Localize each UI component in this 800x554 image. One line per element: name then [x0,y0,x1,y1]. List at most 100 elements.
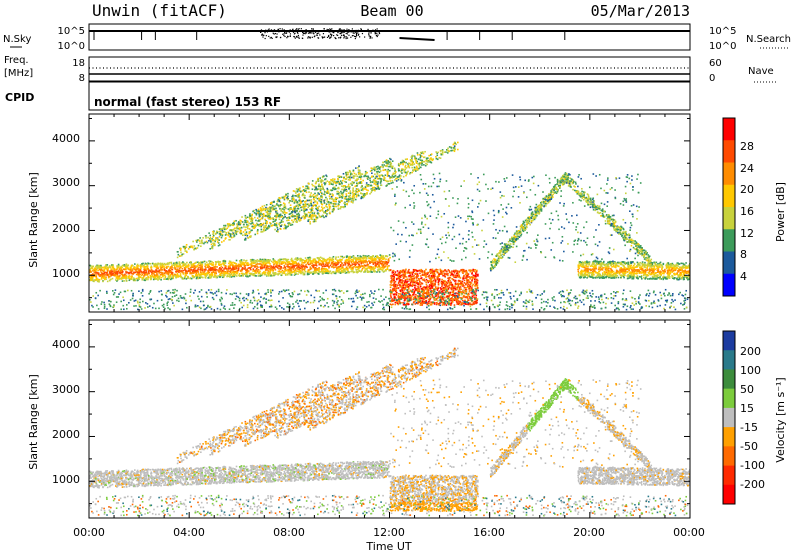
power-echo [89,279,91,281]
power-echo [607,262,610,265]
power-echo [453,271,456,274]
power-echo [214,263,217,266]
power-echo [389,289,392,291]
power-echo [107,275,110,278]
power-echo [334,266,336,268]
power-echo [360,257,362,259]
noise-point [310,32,312,34]
power-echo [96,271,98,274]
noise-point [370,35,372,38]
power-echo [290,267,293,270]
power-echo [291,265,294,268]
power-echo [133,271,135,274]
power-echo [381,261,384,263]
power-echo [417,274,420,277]
power-echo [318,260,320,262]
power-echo [184,265,187,268]
power-echo [303,269,306,272]
noise-point [303,32,306,34]
noise-point [304,33,306,35]
power-echo [207,272,210,275]
power-echo [417,285,419,288]
power-echo [584,271,587,273]
power-echo [421,278,424,281]
power-echo [597,262,600,264]
power-echo [463,269,465,272]
power-echo [175,270,177,273]
power-echo [257,268,260,271]
noise-point [289,29,291,31]
power-echo [641,267,643,270]
power-echo [450,273,453,276]
power-echo [219,272,222,275]
power-echo [663,276,665,279]
power-echo [609,275,612,277]
power-echo [366,269,369,272]
power-echo [328,272,330,275]
power-echo [596,276,598,279]
power-echo [222,260,225,262]
noise-point [264,32,266,34]
power-echo [282,258,285,261]
power-echo [474,280,477,282]
power-echo [443,293,446,296]
power-echo [130,276,133,279]
power-echo [273,263,275,266]
power-echo [345,271,348,274]
power-echo [118,278,121,280]
power-echo [376,266,379,269]
power-echo [581,273,584,275]
power-echo [450,302,453,305]
power-echo [113,274,116,277]
power-echo [641,271,643,273]
power-echo [106,268,109,271]
power-echo [664,270,666,273]
power-echo [342,256,344,259]
power-echo [102,266,104,269]
power-echo [265,266,268,269]
power-echo [96,265,98,268]
power-echo [429,302,431,305]
power-echo [161,266,163,269]
power-echo [418,280,421,283]
power-echo [172,274,175,277]
power-echo [192,272,195,274]
noise-point [378,32,381,35]
power-echo [167,272,170,275]
power-echo [682,262,684,265]
power-echo [678,268,681,271]
power-echo [239,275,241,278]
power-echo [593,265,596,267]
power-echo [215,271,217,273]
noise-point [293,30,296,32]
power-echo [476,278,478,281]
power-echo [337,263,339,266]
power-echo [337,270,340,273]
power-echo [585,267,587,270]
power-echo [468,295,471,298]
power-echo [141,265,143,268]
power-echo [644,263,646,266]
power-echo [134,263,136,265]
power-echo [128,278,131,281]
power-echo [577,274,580,277]
power-echo [308,256,311,259]
power-echo [395,291,398,294]
noise-point [285,32,287,35]
power-echo [594,277,597,279]
power-echo [425,281,427,284]
power-echo [283,272,285,275]
power-echo [619,263,622,266]
power-echo [174,273,177,276]
power-echo [141,262,143,265]
power-echo [314,268,316,271]
noise-point [284,35,286,38]
power-echo [465,277,468,279]
power-echo [225,265,227,267]
power-echo [339,270,341,273]
power-echo [472,270,475,272]
noise-point [270,36,272,39]
power-echo [252,262,255,265]
power-echo [662,277,665,280]
power-echo [268,272,270,274]
